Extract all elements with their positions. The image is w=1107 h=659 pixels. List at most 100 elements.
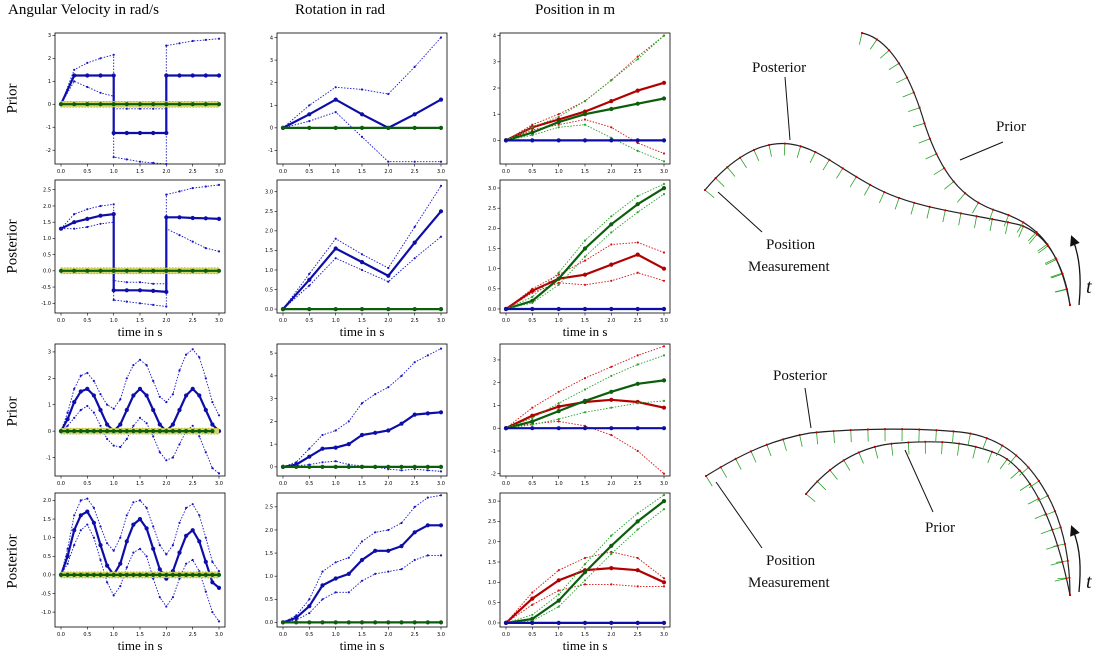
y-tick-label: 0.0 <box>265 307 273 313</box>
y-tick-label: 3 <box>270 58 273 64</box>
trajectory-point <box>905 76 909 79</box>
data-point <box>98 407 103 413</box>
chart-frame <box>54 492 226 628</box>
y-tick-label: -1 <box>46 455 51 461</box>
velocity-tick <box>1036 495 1048 502</box>
data-point <box>360 88 364 91</box>
trajectory-point <box>828 468 832 472</box>
data-point <box>635 381 640 386</box>
data-point <box>86 404 89 408</box>
velocity-tick <box>896 77 908 84</box>
data-point <box>106 581 109 584</box>
trajectory-point <box>719 466 722 469</box>
y-tick-label: 1.5 <box>488 246 496 252</box>
chart-frame <box>54 179 226 314</box>
data-point <box>360 268 364 272</box>
data-point <box>387 386 390 389</box>
y-tick-label: -2 <box>46 148 51 154</box>
data-point <box>425 620 430 625</box>
y-tick-label: -1 <box>491 449 496 455</box>
data-point <box>334 111 337 114</box>
data-point <box>609 389 614 394</box>
data-point <box>530 419 535 424</box>
data-point <box>152 435 155 438</box>
data-point <box>190 73 195 78</box>
data-point <box>216 572 222 578</box>
data-point <box>216 216 222 221</box>
data-point <box>400 374 403 377</box>
data-point <box>661 620 667 626</box>
data-point <box>177 102 182 107</box>
data-point <box>152 303 155 306</box>
y-tick-label: 4 <box>270 35 273 41</box>
data-point <box>387 160 390 163</box>
data-point <box>164 572 169 578</box>
velocity-tick <box>902 92 914 98</box>
data-point <box>556 426 561 431</box>
data-point <box>662 182 666 186</box>
data-point <box>557 115 560 118</box>
data-point <box>145 555 148 558</box>
trajectory-point <box>841 167 844 170</box>
data-point <box>72 400 77 405</box>
velocity-tick <box>1054 288 1067 293</box>
data-point <box>65 572 70 578</box>
label-prior-bottom: Prior <box>925 520 955 536</box>
data-point <box>124 429 129 434</box>
data-point <box>582 246 588 251</box>
series-line-green-3 <box>505 500 665 624</box>
y-tick-label: 1 <box>493 403 496 409</box>
data-point <box>216 73 222 78</box>
data-point <box>386 125 391 130</box>
chart-panel-r2c2: 0.0 0.5 1.0 1.5 2.0 2.5 3.0 0.0 0.5 1.0 1.5 2.0 2.5 3… <box>265 179 448 324</box>
data-point <box>307 307 312 312</box>
velocity-tick <box>705 475 713 487</box>
velocity-tick <box>750 451 757 463</box>
data-point <box>144 429 149 434</box>
data-point <box>210 429 215 434</box>
trajectory-point <box>1037 497 1040 500</box>
data-point <box>307 125 312 130</box>
data-point <box>152 525 155 528</box>
data-point <box>204 536 207 539</box>
data-point <box>610 406 613 409</box>
data-point <box>112 221 115 224</box>
velocity-tick <box>739 157 747 168</box>
data-point <box>399 421 404 426</box>
data-point <box>98 73 103 78</box>
x-tick-label: 1.0 <box>555 169 563 175</box>
x-tick-label: 0.0 <box>502 481 510 487</box>
data-point <box>387 280 390 283</box>
pointer-posterior-top <box>784 76 791 141</box>
y-tick-label: 0 <box>48 429 51 435</box>
data-point <box>198 356 201 359</box>
data-point <box>152 379 155 383</box>
data-point <box>295 614 298 617</box>
trajectory-point <box>1022 225 1025 228</box>
posterior-curve-top <box>704 142 1071 306</box>
data-point <box>137 268 143 273</box>
data-point <box>294 615 299 620</box>
label-measurement-top-1: Position <box>766 237 816 253</box>
data-point <box>203 572 208 578</box>
x-tick-label: 1.0 <box>332 481 340 487</box>
data-point <box>125 566 128 569</box>
trajectory-point <box>907 441 910 444</box>
data-point <box>557 605 560 608</box>
velocity-tick <box>843 460 851 471</box>
data-point <box>334 86 337 89</box>
data-point <box>73 416 76 419</box>
data-point <box>211 611 214 614</box>
data-point <box>151 407 156 413</box>
velocity-tick <box>1028 480 1040 489</box>
data-point <box>556 306 561 312</box>
data-point <box>86 371 89 375</box>
data-point <box>400 521 403 525</box>
y-tick-label: 0.0 <box>488 307 496 313</box>
trajectory-point <box>913 201 916 204</box>
data-point <box>203 73 208 78</box>
data-point <box>131 393 136 398</box>
data-point <box>661 405 667 410</box>
data-point <box>636 402 639 405</box>
data-point <box>92 536 95 539</box>
